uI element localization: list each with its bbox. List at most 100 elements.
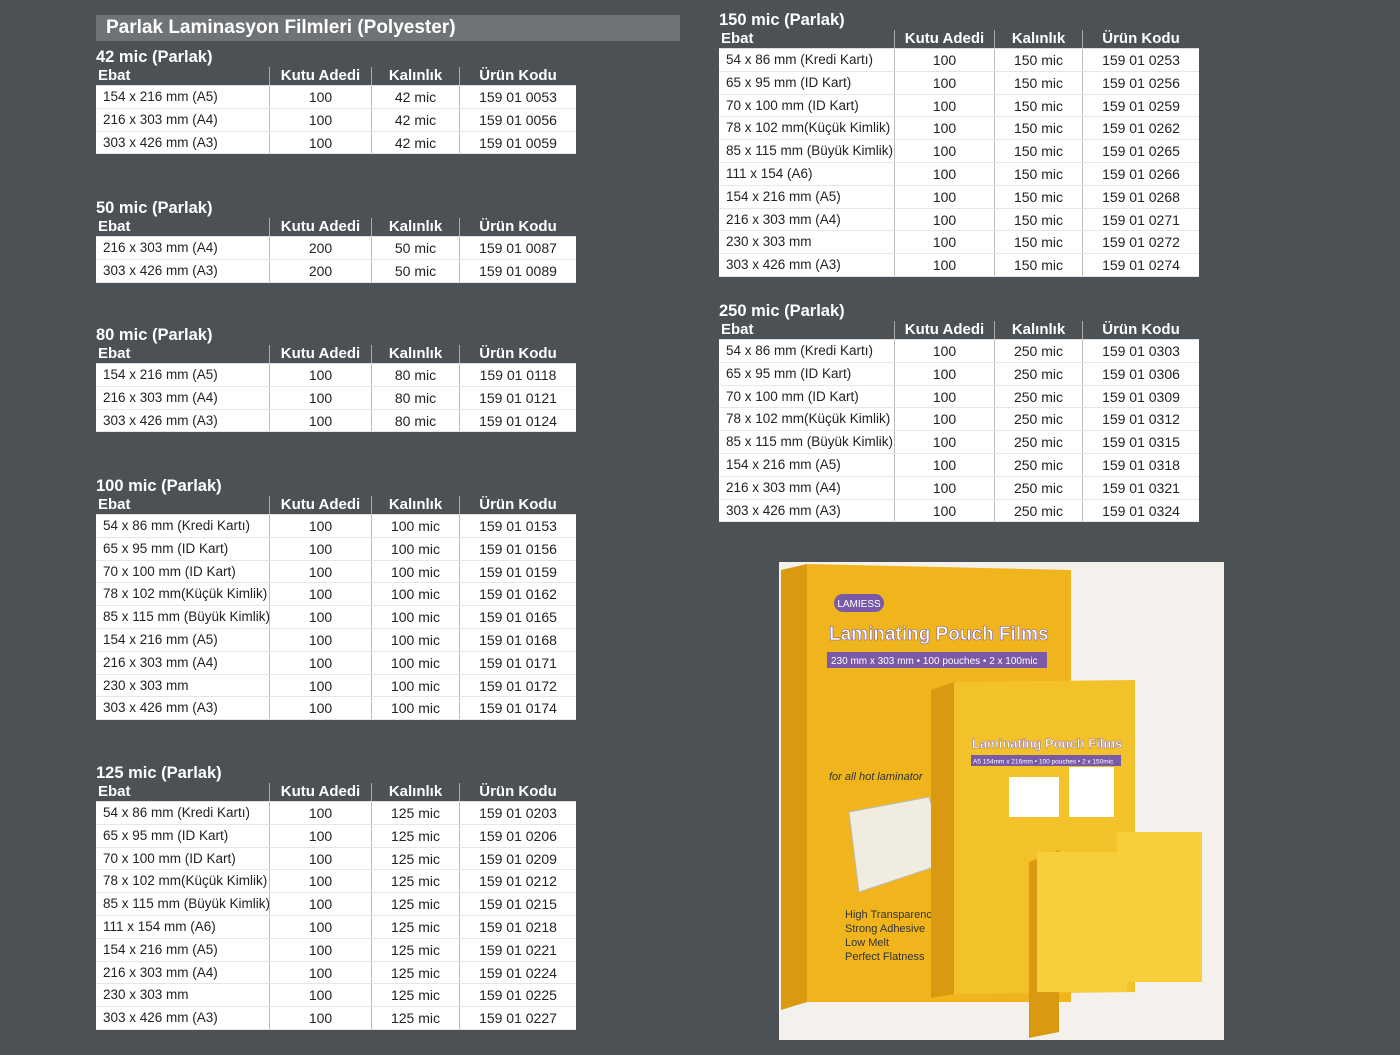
table-title: 125 mic (Parlak) (96, 764, 222, 782)
table-cell: 159 01 0159 (479, 563, 557, 580)
table-cell: 78 x 102 mm(Küçük Kimlik) (719, 117, 895, 140)
table-cell: 159 01 0256 (1102, 74, 1180, 91)
table-header: Ebat Kutu Adedi Kalınlık Ürün Kodu (96, 783, 576, 802)
table-cell: 200 (270, 259, 372, 282)
column-header: Kutu Adedi (895, 321, 995, 339)
table-cell: 100 (270, 1007, 372, 1029)
table-cell: 125 mic (372, 938, 460, 961)
table-cell: 100 (895, 340, 995, 362)
table-cell: 100 (895, 499, 995, 522)
product-name: Laminating Pouch Films (829, 624, 1049, 645)
table-cell: 250 mic (995, 499, 1083, 522)
table-cell: 70 x 100 mm (ID Kart) (719, 385, 895, 408)
table-cell: 100 (895, 231, 995, 254)
table-header: Ebat Kutu Adedi Kalınlık Ürün Kodu (96, 345, 576, 364)
column-header: Ebat (719, 30, 895, 48)
table-row: 78 x 102 mm(Küçük Kimlik) 100 250 mic 159 0… (719, 408, 1199, 432)
product-table: 250 mic (Parlak) Ebat Kutu Adedi Kalınlık Ür… (719, 301, 1199, 523)
table-cell: 70 x 100 mm (ID Kart) (96, 560, 270, 583)
table-title: 150 mic (Parlak) (719, 11, 845, 29)
table-cell: 159 01 0174 (479, 700, 557, 717)
table-cell: 159 01 0318 (1102, 456, 1180, 473)
product-table: 150 mic (Parlak) Ebat Kutu Adedi Kalınlık Ür… (719, 10, 1199, 277)
table-cell: 42 mic (372, 108, 460, 131)
table-cell: 159 01 0272 (1102, 234, 1180, 251)
table-row: 111 x 154 (A6) 100 150 mic 159 01 0266 (719, 162, 1199, 186)
table-cell: 154 x 216 mm (A5) (96, 364, 270, 386)
box-side (781, 564, 807, 1010)
table-row: 216 x 303 mm (A4) 100 250 mic 159 01 0321 (719, 476, 1199, 500)
column-header: Kutu Adedi (270, 67, 372, 85)
table-cell: 100 mic (372, 606, 460, 628)
table-cell: 159 01 0209 (479, 850, 557, 867)
table-cell: 100 mic (372, 628, 460, 651)
table-cell: 216 x 303 mm (A4) (719, 476, 895, 499)
table-row: 70 x 100 mm (ID Kart) 100 100 mic 159 01 01… (96, 560, 576, 584)
column-header: Ürün Kodu (1102, 321, 1180, 338)
spec-bar (971, 755, 1121, 766)
table-cell: 230 x 303 mm (96, 674, 270, 697)
table-cell: 100 (895, 71, 995, 94)
table-cell: 100 (270, 824, 372, 847)
table-cell: 159 01 0259 (1102, 97, 1180, 114)
table-cell: 159 01 0053 (479, 89, 557, 105)
table-cell: 65 x 95 mm (ID Kart) (719, 71, 895, 94)
table-cell: 100 (895, 408, 995, 431)
table-cell: 150 mic (995, 140, 1083, 162)
column-header: Ürün Kodu (479, 496, 557, 513)
table-cell: 159 01 0271 (1102, 211, 1180, 228)
table-cell: 78 x 102 mm(Küçük Kimlik) (96, 583, 270, 606)
table-cell: 154 x 216 mm (A5) (96, 628, 270, 651)
table-cell: 100 (270, 515, 372, 537)
product-table: 42 mic (Parlak) Ebat Kutu Adedi Kalınlık Ürü… (96, 47, 576, 155)
table-row: 216 x 303 mm (A4) 100 150 mic 159 01 0271 (719, 208, 1199, 232)
table-cell: 100 (270, 583, 372, 606)
table-cell: 42 mic (372, 131, 460, 154)
feature: Perfect Flatness (845, 951, 925, 963)
table-cell: 100 (895, 94, 995, 117)
table-cell: 150 mic (995, 254, 1083, 276)
column-header: Kalınlık (372, 218, 460, 236)
picture (1009, 777, 1059, 817)
column-header: Ürün Kodu (1102, 30, 1180, 47)
table-cell: 100 (270, 915, 372, 938)
table-cell: 100 (270, 131, 372, 154)
table-cell: 216 x 303 mm (A4) (96, 237, 270, 259)
table-cell: 159 01 0265 (1102, 143, 1180, 160)
table-row: 230 x 303 mm 100 150 mic 159 01 0272 (719, 231, 1199, 255)
table-cell: 100 (270, 409, 372, 432)
table-cell: 159 01 0227 (479, 1010, 557, 1027)
table-cell: 100 (895, 185, 995, 208)
table-cell: 125 mic (372, 1007, 460, 1029)
table-row: 85 x 115 mm (Büyük Kimlik) 100 100 mic 159 … (96, 606, 576, 629)
table-cell: 100 (895, 431, 995, 453)
table-cell: 54 x 86 mm (Kredi Kartı) (96, 515, 270, 537)
table-cell: 159 01 0212 (479, 873, 557, 890)
box-side (931, 682, 954, 998)
table-cell: 100 (270, 802, 372, 824)
table-row: 78 x 102 mm(Küçük Kimlik) 100 100 mic 159 0… (96, 583, 576, 607)
table-row: 216 x 303 mm (A4) 100 42 mic 159 01 0056 (96, 108, 576, 132)
feature: Strong Adhesive (845, 923, 925, 935)
table-cell: 100 (270, 674, 372, 697)
table-cell: 85 x 115 mm (Büyük Kimlik) (96, 606, 270, 628)
table-cell: 159 01 0215 (479, 896, 557, 913)
table-cell: 250 mic (995, 431, 1083, 453)
table-cell: 200 (270, 237, 372, 259)
table-title: 80 mic (Parlak) (96, 326, 213, 344)
table-cell: 100 (270, 108, 372, 131)
table-row: 65 x 95 mm (ID Kart) 100 100 mic 159 01 015… (96, 537, 576, 561)
table-row: 111 x 154 mm (A6) 100 125 mic 159 01 0218 (96, 915, 576, 939)
column-header: Kutu Adedi (270, 345, 372, 363)
table-cell: 100 (895, 254, 995, 276)
table-cell: 70 x 100 mm (ID Kart) (719, 94, 895, 117)
box-small (1117, 832, 1202, 982)
table-row: 216 x 303 mm (A4) 100 80 mic 159 01 0121 (96, 386, 576, 410)
table-row: 154 x 216 mm (A5) 100 80 mic 159 01 0118 (96, 364, 576, 387)
table-cell: 159 01 0206 (479, 827, 557, 844)
table-cell: 100 (270, 697, 372, 720)
table-cell: 159 01 0153 (479, 518, 557, 534)
table-cell: 85 x 115 mm (Büyük Kimlik) (96, 893, 270, 915)
table-row: 154 x 216 mm (A5) 100 250 mic 159 01 0318 (719, 453, 1199, 477)
table-cell: 150 mic (995, 94, 1083, 117)
